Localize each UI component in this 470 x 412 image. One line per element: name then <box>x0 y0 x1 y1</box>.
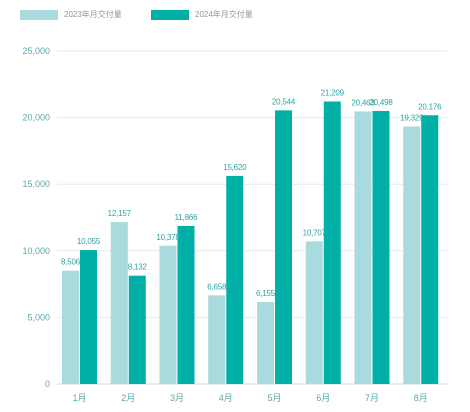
data-label: 6,155 <box>256 289 276 298</box>
data-label: 21,209 <box>321 88 345 97</box>
x-tick-label: 8月 <box>414 393 428 403</box>
legend-swatch-2023 <box>20 9 58 20</box>
data-label: 12,157 <box>108 209 132 218</box>
y-tick-label: 15,000 <box>22 179 50 189</box>
bar-2024 <box>275 110 292 385</box>
x-tick-label: 4月 <box>219 393 233 403</box>
bar-2024 <box>128 275 146 384</box>
data-label: 19,329 <box>400 114 424 123</box>
bar-2023 <box>403 126 421 384</box>
data-label: 10,707 <box>303 228 327 237</box>
x-tick-label: 6月 <box>316 393 330 403</box>
bar-2023 <box>208 295 226 384</box>
x-tick-label: 7月 <box>365 393 379 403</box>
data-label: 15,620 <box>223 163 247 172</box>
data-label: 20,544 <box>272 97 296 106</box>
data-label: 20,176 <box>418 102 442 111</box>
data-label: 20,463 <box>351 98 375 107</box>
data-label: 6,658 <box>207 282 227 291</box>
data-label: 8,132 <box>128 263 148 272</box>
bar-2024 <box>372 110 390 384</box>
y-tick-label: 20,000 <box>22 113 50 123</box>
bar-2023 <box>354 111 372 385</box>
data-label: 10,378 <box>156 233 180 242</box>
bar-2023 <box>110 222 128 384</box>
data-label: 11,866 <box>175 213 198 222</box>
y-tick-label: 5,000 <box>27 312 50 322</box>
legend-swatch-2024 <box>151 9 189 20</box>
legend-item-2023: 2023年月交付量 <box>20 9 122 20</box>
bar-2024 <box>80 250 97 384</box>
legend-label-2023: 2023年月交付量 <box>64 10 122 19</box>
bar-2024 <box>226 175 244 384</box>
legend-label-2024: 2024年月交付量 <box>195 10 253 19</box>
x-tick-label: 2月 <box>121 393 135 403</box>
data-label: 20,498 <box>369 98 393 107</box>
data-label: 8,506 <box>61 258 81 267</box>
bar-2024 <box>323 101 341 384</box>
bar-2024 <box>177 225 195 384</box>
legend: 2023年月交付量 2024年月交付量 <box>0 0 470 30</box>
y-tick-label: 0 <box>45 379 50 389</box>
bar-2023 <box>159 245 177 384</box>
bar-2023 <box>257 302 274 384</box>
y-tick-label: 10,000 <box>22 246 50 256</box>
legend-item-2024: 2024年月交付量 <box>151 9 253 20</box>
bar-2023 <box>62 270 79 384</box>
x-tick-label: 1月 <box>72 393 86 403</box>
y-tick-label: 25,000 <box>22 46 50 56</box>
bar-2024 <box>421 115 439 384</box>
bar-2023 <box>305 241 323 384</box>
x-tick-label: 3月 <box>170 393 184 403</box>
data-label: 10,055 <box>77 237 101 246</box>
x-tick-label: 5月 <box>267 393 281 403</box>
